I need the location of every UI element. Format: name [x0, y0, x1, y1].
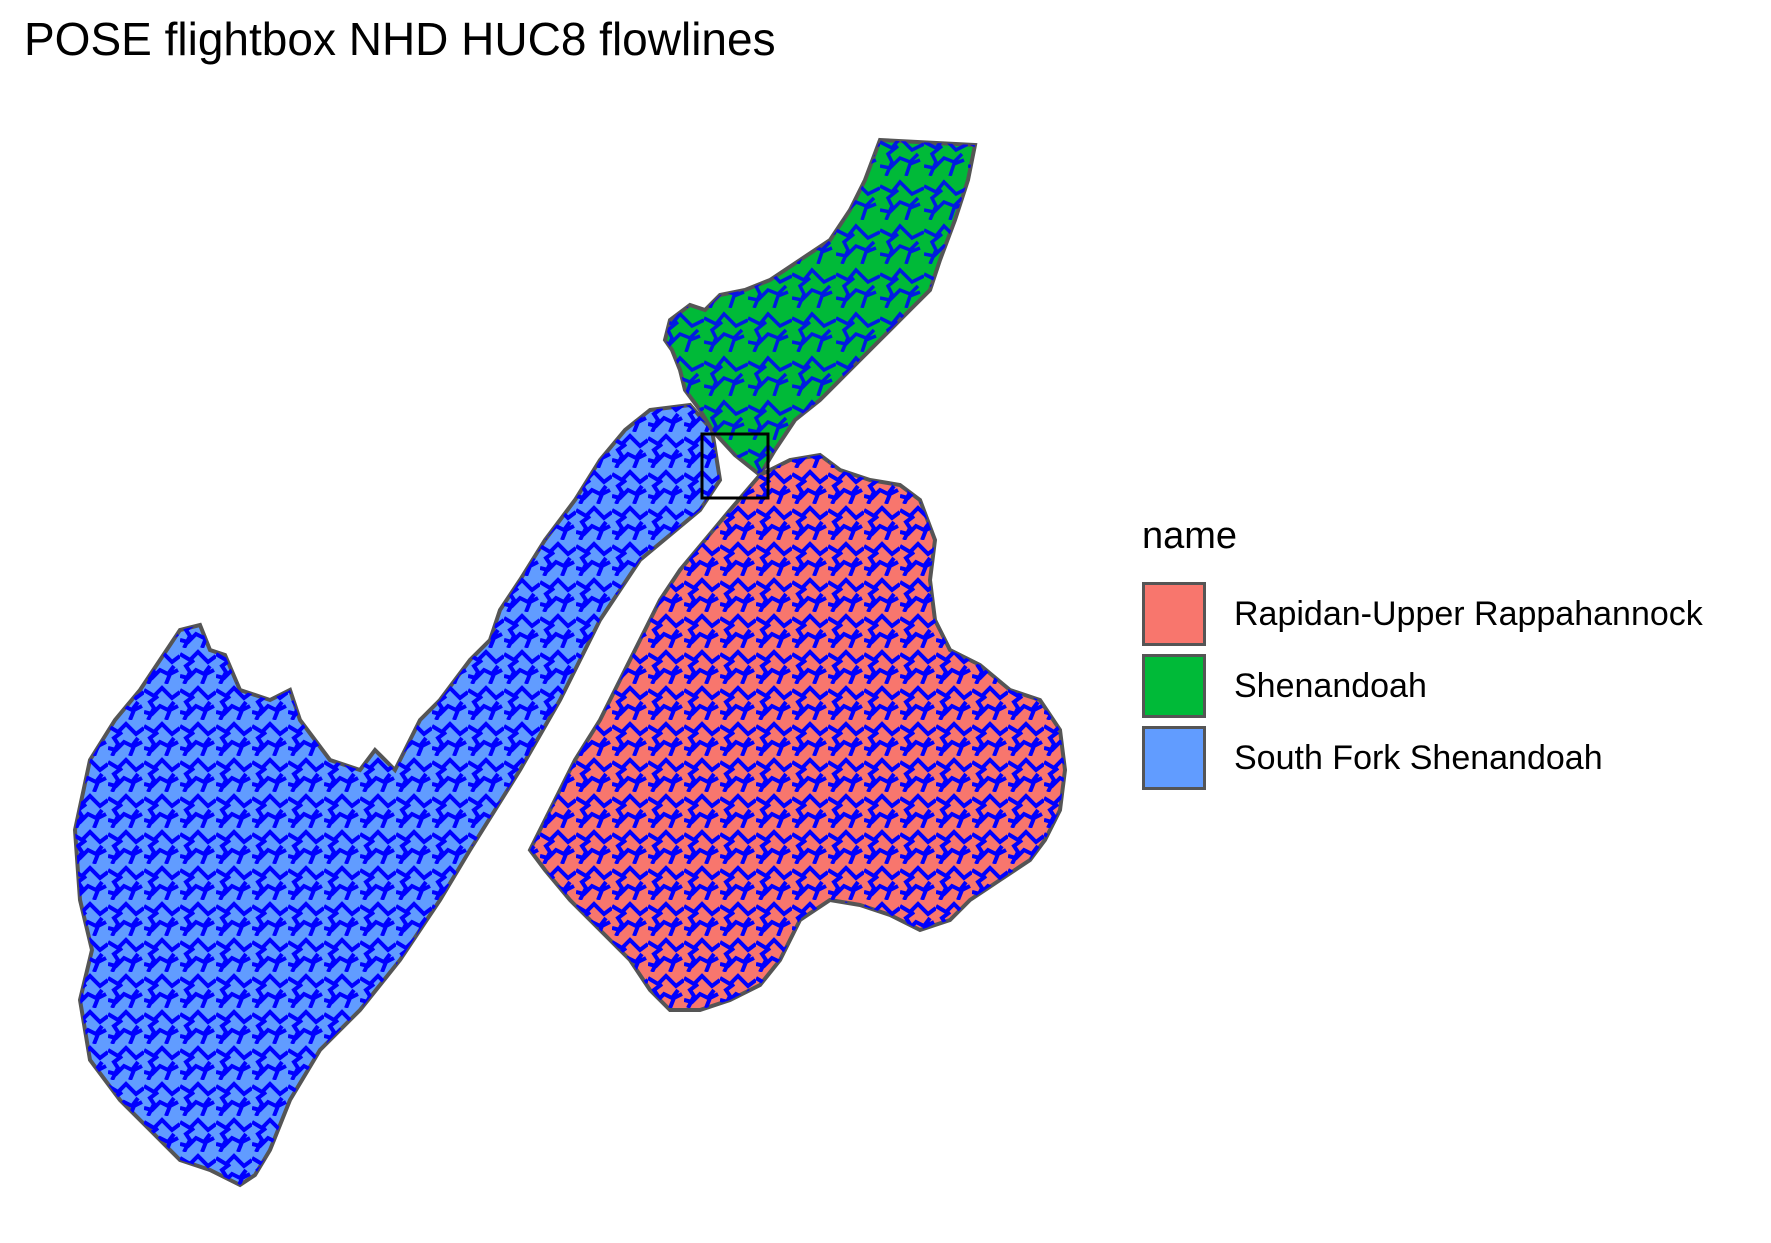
- legend-swatch-rapidan-upper-rappahannock: [1142, 582, 1206, 646]
- legend-title: name: [1142, 515, 1238, 557]
- region-south-fork-shenandoah: [72, 402, 723, 1188]
- region-rapidan-upper-rappahannock: [527, 452, 1068, 1012]
- legend-swatch-shenandoah: [1142, 654, 1206, 718]
- legend-label: Shenandoah: [1234, 666, 1427, 705]
- flightbox-rectangle: [700, 432, 770, 500]
- legend: name Rapidan-Upper Rappahannock Shenando…: [1142, 515, 1703, 794]
- legend-label: Rapidan-Upper Rappahannock: [1234, 594, 1703, 633]
- chart-title: POSE flightbox NHD HUC8 flowlines: [24, 13, 776, 65]
- legend-item-south-fork-shenandoah: South Fork Shenandoah: [1142, 722, 1703, 794]
- legend-item-shenandoah: Shenandoah: [1142, 650, 1703, 722]
- legend-label: South Fork Shenandoah: [1234, 738, 1603, 777]
- region-shenandoah: [662, 137, 978, 478]
- legend-swatch-south-fork-shenandoah: [1142, 726, 1206, 790]
- legend-item-rapidan-upper-rappahannock: Rapidan-Upper Rappahannock: [1142, 578, 1703, 650]
